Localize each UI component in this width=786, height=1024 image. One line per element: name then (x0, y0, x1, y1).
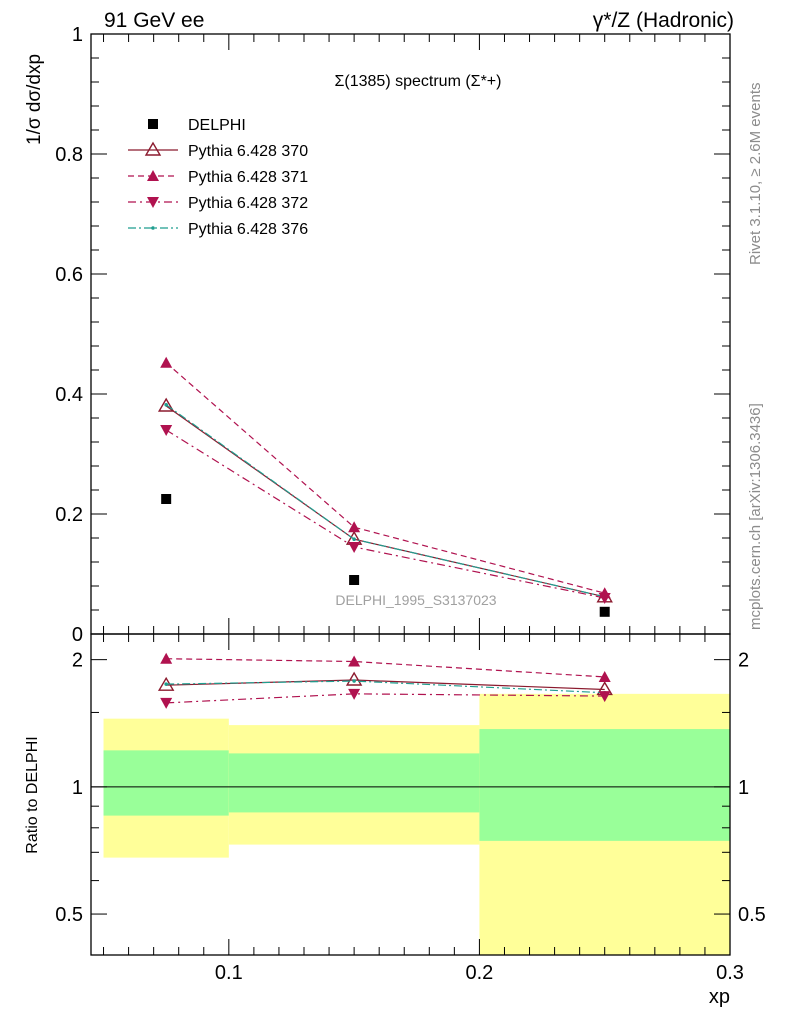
uncertainty-band-green (479, 729, 730, 841)
ratio-line-pythia-6-428-370 (166, 679, 605, 691)
ratio-y-tick-label: 1 (72, 777, 83, 799)
ratio-y-axis-label: Ratio to DELPHI (24, 736, 41, 853)
plot-title: Σ(1385) spectrum (Σ*+) (335, 73, 502, 90)
ratio-point-pythia-6-428-371-0 (160, 652, 173, 664)
legend-marker-delphi (148, 119, 158, 129)
point-pythia-6-428-372-0 (160, 425, 173, 436)
series-line-pythia-6-428-372 (165, 429, 605, 599)
point-delphi-2 (599, 606, 610, 617)
header-right: γ*/Z (Hadronic) (593, 9, 734, 32)
ratio-y-tick-label: 0.5 (55, 904, 83, 926)
main-plot-panel: 0 0.2 0.4 0.6 0.8 1 Σ(1385) spectrum (Σ*+) DE… (24, 24, 731, 646)
point-pythia-6-428-372-1 (348, 542, 361, 553)
ratio-point-pythia-6-428-376-0 (164, 682, 168, 686)
ratio-y-tick-label-right: 0.5 (738, 904, 766, 926)
ratio-plot-panel: 0.5 0.5 1 1 2 2 0.1 0.2 0.3 Ratio to DELPHI xp (24, 633, 766, 1008)
legend-marker-pythia-6-428-370 (144, 141, 162, 156)
series-line-pythia-6-428-371 (165, 362, 605, 594)
ratio-line-pythia-6-428-372 (166, 693, 605, 704)
legend-label-pythia-6-428-376: Pythia 6.428 376 (188, 221, 308, 238)
uncertainty-band-green (228, 753, 480, 813)
x-axis-label: xp (709, 986, 730, 1008)
point-pythia-6-428-376-0 (164, 403, 168, 407)
legend-label-pythia-6-428-370: Pythia 6.428 370 (188, 143, 308, 160)
legend-marker-pythia-6-428-372 (147, 197, 159, 208)
point-delphi-0 (161, 494, 172, 504)
legend-marker-pythia-6-428-376 (151, 226, 155, 230)
mcplots-label: mcplots.cern.ch [arXiv:1306.3436] (747, 403, 764, 630)
point-delphi-1 (349, 575, 360, 585)
reference-label: DELPHI_1995_S3137023 (335, 592, 496, 608)
ratio-y-tick-label: 2 (72, 650, 83, 672)
ratio-y-tick-label-right: 2 (738, 650, 749, 672)
y-tick-label: 0 (72, 624, 83, 646)
ratio-point-pythia-6-428-372-0 (160, 697, 173, 709)
y-tick-label: 0.4 (55, 384, 83, 406)
y-tick-label: 1 (72, 24, 83, 46)
point-pythia-6-428-371-1 (348, 521, 361, 533)
point-pythia-6-428-371-2 (598, 587, 611, 599)
uncertainty-band-green (103, 750, 229, 816)
x-tick-label: 0.1 (215, 962, 243, 984)
ratio-point-pythia-6-428-370-1 (345, 671, 363, 686)
ratio-point-pythia-6-428-372-2 (598, 691, 611, 703)
ratio-point-pythia-6-428-371-1 (348, 655, 361, 667)
main-frame (90, 33, 731, 635)
ratio-point-pythia-6-428-372-1 (348, 688, 361, 700)
ratio-frame (90, 633, 731, 956)
legend-label-delphi: DELPHI (188, 117, 246, 134)
ratio-point-pythia-6-428-371-2 (598, 670, 611, 682)
point-pythia-6-428-371-0 (160, 356, 173, 368)
ratio-point-pythia-6-428-376-1 (352, 679, 356, 683)
ratio-line-pythia-6-428-371 (166, 658, 605, 678)
y-tick-label: 0.2 (55, 504, 83, 526)
legend-label-pythia-6-428-372: Pythia 6.428 372 (188, 195, 308, 212)
legend-marker-pythia-6-428-371 (147, 170, 159, 181)
ratio-y-tick-label-right: 1 (738, 777, 749, 799)
y-tick-label: 0.8 (55, 144, 83, 166)
main-y-axis-label: 1/σ dσ/dxp (24, 54, 45, 145)
point-pythia-6-428-370-0 (157, 397, 175, 412)
header-left: 91 GeV ee (104, 9, 204, 32)
y-tick-label: 0.6 (55, 264, 83, 286)
legend-label-pythia-6-428-371: Pythia 6.428 371 (188, 169, 308, 186)
x-tick-label: 0.2 (466, 962, 494, 984)
series-line-pythia-6-428-376 (165, 404, 605, 598)
legend: DELPHI Pythia 6.428 370 Pythia 6.428 371 Py… (128, 117, 308, 238)
x-tick-label: 0.3 (716, 962, 744, 984)
series-line-pythia-6-428-370 (165, 405, 605, 598)
rivet-label: Rivet 3.1.10, ≥ 2.6M events (747, 83, 764, 266)
point-pythia-6-428-376-1 (352, 537, 356, 541)
